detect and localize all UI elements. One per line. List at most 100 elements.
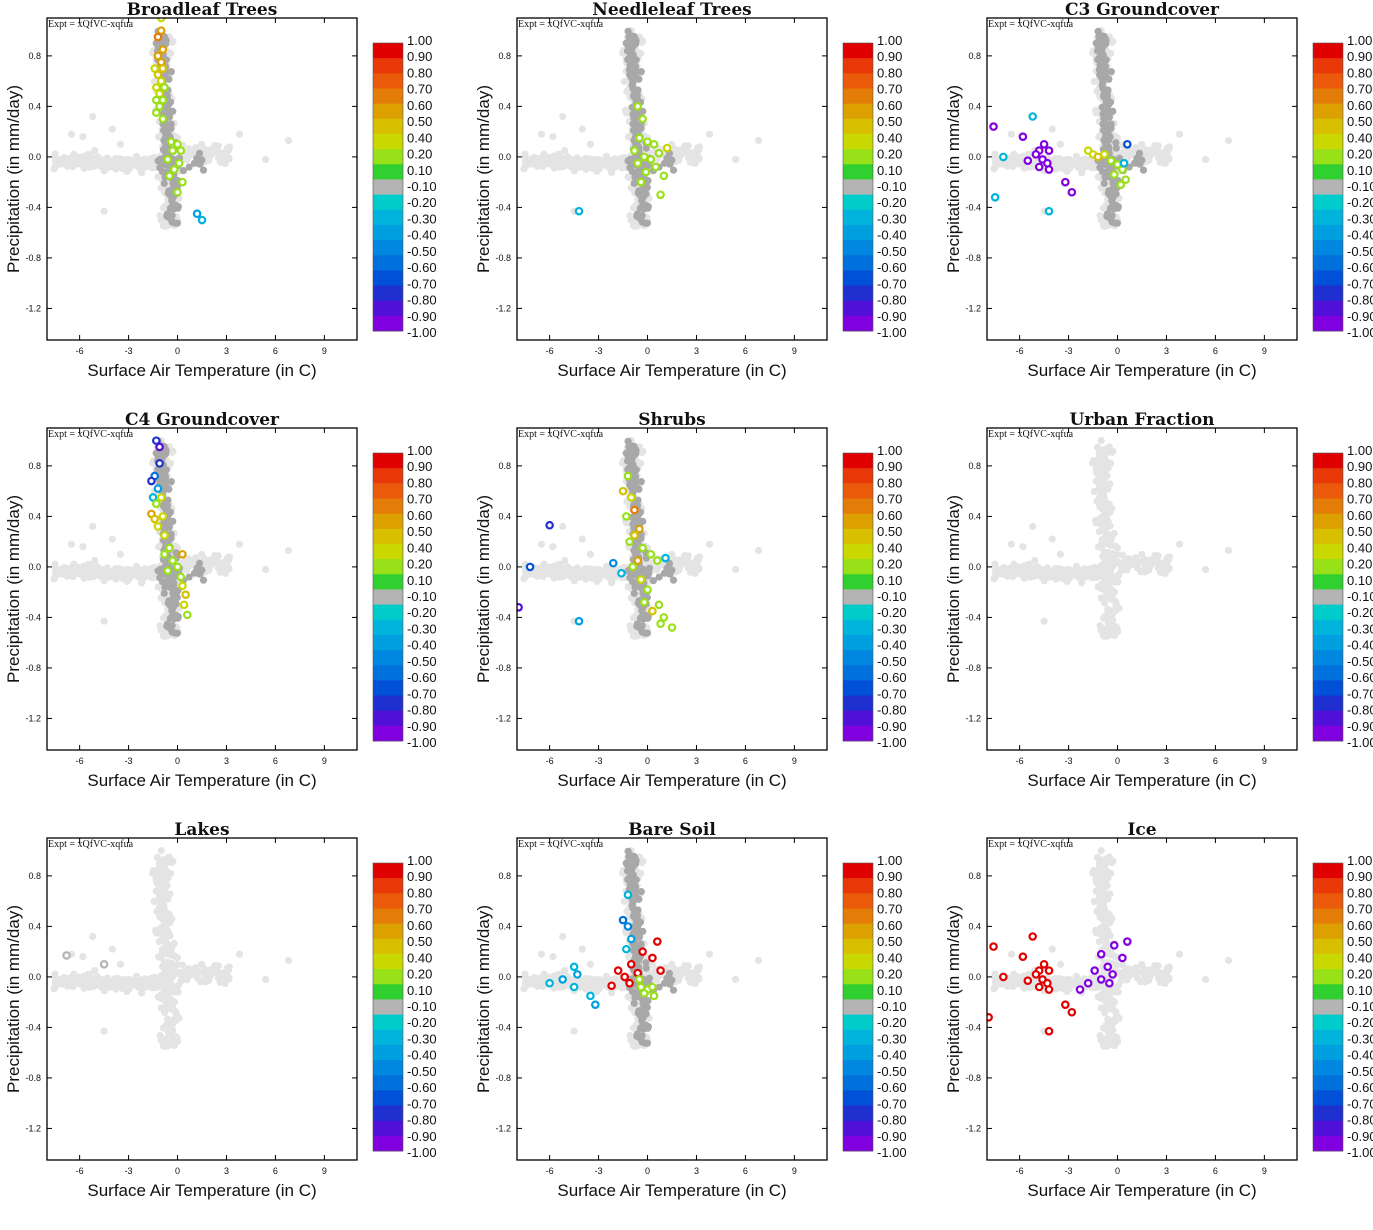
bg-point [81, 158, 88, 165]
colorbar-label: 0.80 [1347, 475, 1372, 490]
sensitive-point [167, 602, 174, 609]
y-tick-label: -1.2 [965, 303, 981, 313]
colorbar-label: -0.40 [407, 638, 437, 653]
bg-point [1098, 521, 1105, 528]
colorbar-label: 0.70 [877, 492, 902, 507]
bg-point [89, 573, 96, 580]
bg-point [162, 943, 169, 950]
colorbar-label: -0.30 [407, 211, 437, 226]
sensitive-point [156, 156, 163, 163]
sensitive-point [640, 202, 647, 209]
bg-point [52, 973, 59, 980]
colorbar-label: -0.20 [407, 605, 437, 620]
bg-point [285, 137, 292, 144]
y-tick-label: 0.4 [498, 511, 511, 521]
data-point [644, 586, 650, 592]
bg-point [1087, 159, 1094, 166]
sensitive-point [1100, 93, 1107, 100]
bg-point [559, 113, 566, 120]
data-point [1046, 147, 1052, 153]
colorbar-swatch [373, 240, 403, 256]
sensitive-point [629, 120, 636, 127]
x-axis-label: Surface Air Temperature (in C) [557, 771, 786, 790]
sensitive-point [167, 192, 174, 199]
data-point [1118, 181, 1124, 187]
bg-point [579, 126, 586, 133]
bg-point [617, 159, 624, 166]
y-tick-label: -0.4 [495, 612, 511, 622]
data-point [638, 576, 644, 582]
sensitive-point [668, 566, 675, 573]
x-tick-label: 3 [1164, 756, 1169, 766]
bg-point [52, 153, 59, 160]
bg-point [79, 133, 86, 140]
expt-label: Expt = xQfVC-xqfua [988, 429, 1074, 440]
bg-point [593, 160, 600, 167]
y-tick-label: 0.8 [968, 461, 981, 471]
bg-point [1108, 542, 1115, 549]
bg-point [1102, 451, 1109, 458]
bg-point [174, 954, 181, 961]
bg-point [166, 985, 173, 992]
colorbar-swatch [1313, 696, 1343, 712]
colorbar-label: -0.50 [407, 654, 437, 669]
colorbar-swatch [373, 179, 403, 195]
data-point [174, 564, 180, 570]
sensitive-point [640, 612, 647, 619]
colorbar-label: -0.90 [877, 309, 907, 324]
bg-point [992, 163, 999, 170]
x-tick-label: 0 [175, 346, 180, 356]
colorbar-swatch [373, 453, 403, 469]
data-point [546, 522, 552, 528]
colorbar-label: 0.50 [877, 524, 902, 539]
bg-point [158, 880, 165, 887]
sensitive-point [1093, 40, 1100, 47]
y-tick-label: -0.8 [495, 253, 511, 263]
sensitive-point [634, 515, 641, 522]
colorbar-swatch [843, 514, 873, 530]
bg-point [101, 987, 108, 994]
bg-point [571, 167, 578, 174]
sensitive-point [641, 629, 648, 636]
sensitive-point [1096, 57, 1103, 64]
bg-point [1097, 622, 1104, 629]
colorbar-swatch [1313, 605, 1343, 621]
bg-point [225, 566, 232, 573]
colorbar-swatch [843, 255, 873, 271]
bg-point [582, 163, 589, 170]
colorbar-label: -0.80 [407, 293, 437, 308]
bg-point [123, 578, 130, 585]
data-point [657, 621, 663, 627]
sensitive-point [1098, 47, 1105, 54]
data-point [165, 567, 171, 573]
bg-point [1032, 566, 1039, 573]
x-tick-label: 0 [645, 346, 650, 356]
bg-point [99, 156, 106, 163]
colorbar-label: -0.40 [1347, 638, 1373, 653]
colorbar-swatch [1313, 635, 1343, 651]
y-tick-label: 0.4 [28, 101, 41, 111]
bg-point [1095, 543, 1102, 550]
y-tick-label: 0.8 [28, 51, 41, 61]
colorbar-label: -1.00 [877, 735, 907, 750]
colorbar-label: 0.40 [877, 130, 902, 145]
colorbar-label: -0.80 [407, 703, 437, 718]
chart-title: Lakes [174, 820, 229, 840]
colorbar-swatch [843, 468, 873, 484]
colorbar-swatch [843, 286, 873, 302]
bg-point [1176, 131, 1183, 138]
colorbar-label: 0.90 [1347, 459, 1372, 474]
data-point [628, 494, 634, 500]
data-point [171, 166, 177, 172]
y-tick-label: -0.4 [495, 202, 511, 212]
bg-point [522, 573, 529, 580]
colorbar-swatch [373, 134, 403, 150]
bg-point [579, 536, 586, 543]
bg-point [1049, 536, 1056, 543]
bg-point [1081, 574, 1088, 581]
colorbar-swatch [843, 104, 873, 120]
colorbar-label: -0.30 [877, 621, 907, 636]
bg-point [147, 159, 154, 166]
sensitive-point [632, 128, 639, 135]
